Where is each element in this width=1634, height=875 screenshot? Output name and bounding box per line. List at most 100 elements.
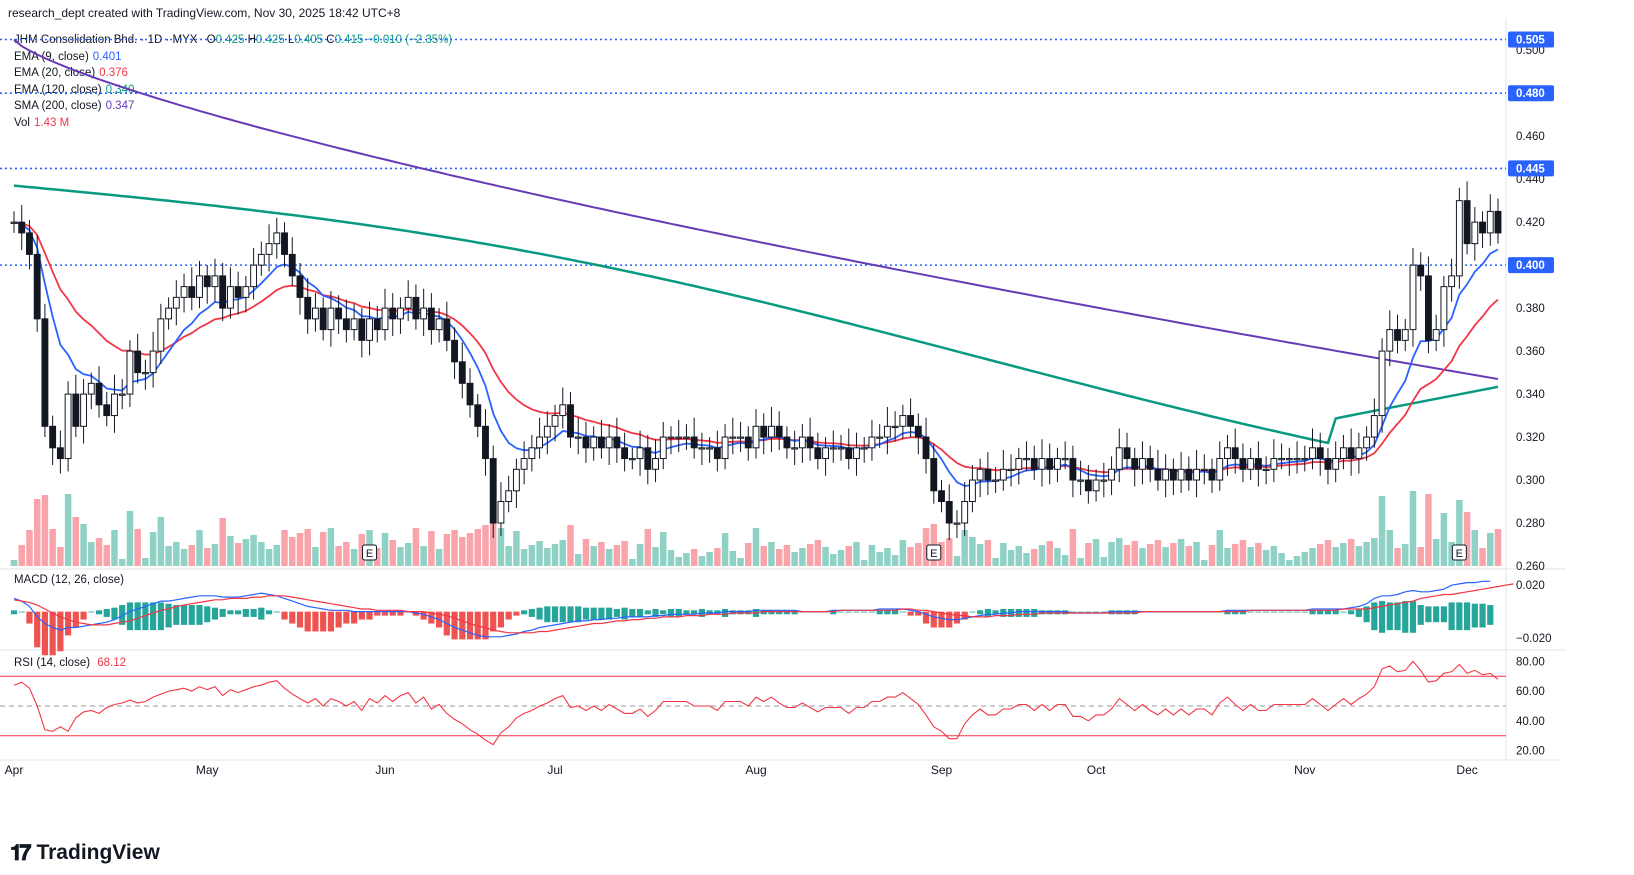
candle-body <box>1231 447 1239 460</box>
volume-bar <box>745 543 752 566</box>
macd-histogram-bar <box>613 609 620 617</box>
candle-body <box>1409 264 1417 331</box>
volume-bar <box>443 534 451 566</box>
price-badge-label: 0.505 <box>1516 34 1545 46</box>
volume-bar <box>551 544 559 566</box>
candle-body <box>211 275 219 288</box>
macd-histogram-bar <box>783 610 791 615</box>
candle-body <box>1162 468 1170 481</box>
candle-body <box>1386 329 1394 352</box>
macd-histogram-bar <box>1425 606 1432 623</box>
volume-bar <box>891 555 899 566</box>
volume-bar <box>219 518 226 566</box>
time-tick-label: Sep <box>931 763 953 777</box>
macd-histogram-bar <box>111 607 118 620</box>
macd-histogram-bar <box>1255 611 1262 613</box>
macd-histogram-bar <box>250 609 257 617</box>
volume-bar <box>760 546 767 566</box>
rsi-legend[interactable]: RSI (14, close) 68.12 <box>14 657 126 669</box>
volume-bar <box>1270 546 1278 566</box>
volume-bar <box>721 533 729 566</box>
macd-histogram-bar <box>737 610 744 615</box>
volume-bar <box>644 529 652 566</box>
macd-histogram-bar <box>1247 611 1254 613</box>
volume-bar <box>1378 496 1386 566</box>
volume-bar <box>1100 557 1108 566</box>
candle-body <box>543 425 551 438</box>
macd-histogram-bar <box>884 610 891 615</box>
volume-bar <box>621 541 628 566</box>
candle-body <box>80 393 87 427</box>
indicator-value: 0.401 <box>92 50 122 63</box>
candle-body <box>1262 468 1270 471</box>
macd-histogram-bar <box>683 610 690 615</box>
macd-histogram-bar <box>1131 610 1138 615</box>
indicator-sma200[interactable]: SMA (200, close) 0.347 <box>14 98 452 115</box>
volume-bar <box>582 539 590 566</box>
macd-histogram-bar <box>629 609 636 617</box>
macd-histogram-bar <box>95 610 103 615</box>
candle-body <box>1185 468 1193 481</box>
macd-histogram-bar <box>930 611 937 628</box>
time-tick-label: Aug <box>745 763 766 777</box>
candle-body <box>1046 458 1054 470</box>
volume-bar <box>26 530 33 566</box>
candle-body <box>1177 468 1185 481</box>
macd-histogram-bar <box>837 611 845 613</box>
volume-bar <box>474 529 481 566</box>
sma200-line <box>13 38 1499 380</box>
candle-body <box>505 490 513 503</box>
candle-body <box>636 447 644 460</box>
indicator-ema9[interactable]: EMA (9, close) 0.401 <box>14 49 452 66</box>
macd-histogram-bar <box>644 610 651 615</box>
candle-body <box>1363 436 1371 449</box>
candle-body <box>1139 458 1146 470</box>
candle-body <box>798 436 806 449</box>
macd-histogram-bar <box>636 609 644 617</box>
volume-bar <box>567 525 574 566</box>
candle-body <box>768 425 775 438</box>
macd-histogram <box>10 601 1494 656</box>
candle-body <box>907 415 915 427</box>
macd-histogram-bar <box>1077 611 1084 613</box>
rsi-label: RSI (14, close) <box>14 657 91 669</box>
candle-body <box>389 307 397 320</box>
candle-body <box>149 350 157 374</box>
candle-body <box>737 436 744 439</box>
volume-bar <box>605 549 613 566</box>
macd-histogram-bar <box>1108 610 1115 615</box>
volume-bar <box>211 544 219 566</box>
tradingview-logo[interactable]: 𝟏𝟕 TradingView <box>10 840 160 866</box>
macd-histogram-bar <box>1463 602 1471 631</box>
indicator-volume[interactable]: Vol 1.43 M <box>14 115 452 132</box>
volume-bar <box>799 548 806 566</box>
volume-bar <box>1146 544 1154 566</box>
macd-histogram-bar <box>281 611 288 620</box>
volume-bar <box>227 536 234 566</box>
candle-body <box>1169 468 1177 481</box>
candle-body <box>1324 458 1332 470</box>
candle-body <box>327 307 335 331</box>
macd-histogram-bar <box>1031 609 1038 617</box>
volume-bar <box>1332 547 1339 566</box>
macd-histogram-bar <box>381 611 389 616</box>
volume-bar <box>18 545 25 566</box>
volume-bar <box>775 549 783 566</box>
macd-histogram-bar <box>196 605 203 625</box>
macd-histogram-bar <box>343 611 350 624</box>
volume-bar <box>1363 542 1370 566</box>
volume-bar <box>860 560 868 566</box>
candle-body <box>257 253 265 266</box>
candle-body <box>999 468 1007 481</box>
volume-bar <box>188 545 196 566</box>
macd-histogram-bar <box>1471 603 1478 628</box>
macd-histogram-bar <box>157 602 164 631</box>
macd-histogram-bar <box>466 611 474 640</box>
candle-body <box>26 232 33 255</box>
volume-bar <box>1077 558 1084 566</box>
macd-legend[interactable]: MACD (12, 26, close) <box>14 574 124 586</box>
macd-histogram-bar <box>26 611 33 624</box>
macd-histogram-bar <box>1378 601 1386 633</box>
volume-bar <box>1309 548 1316 566</box>
